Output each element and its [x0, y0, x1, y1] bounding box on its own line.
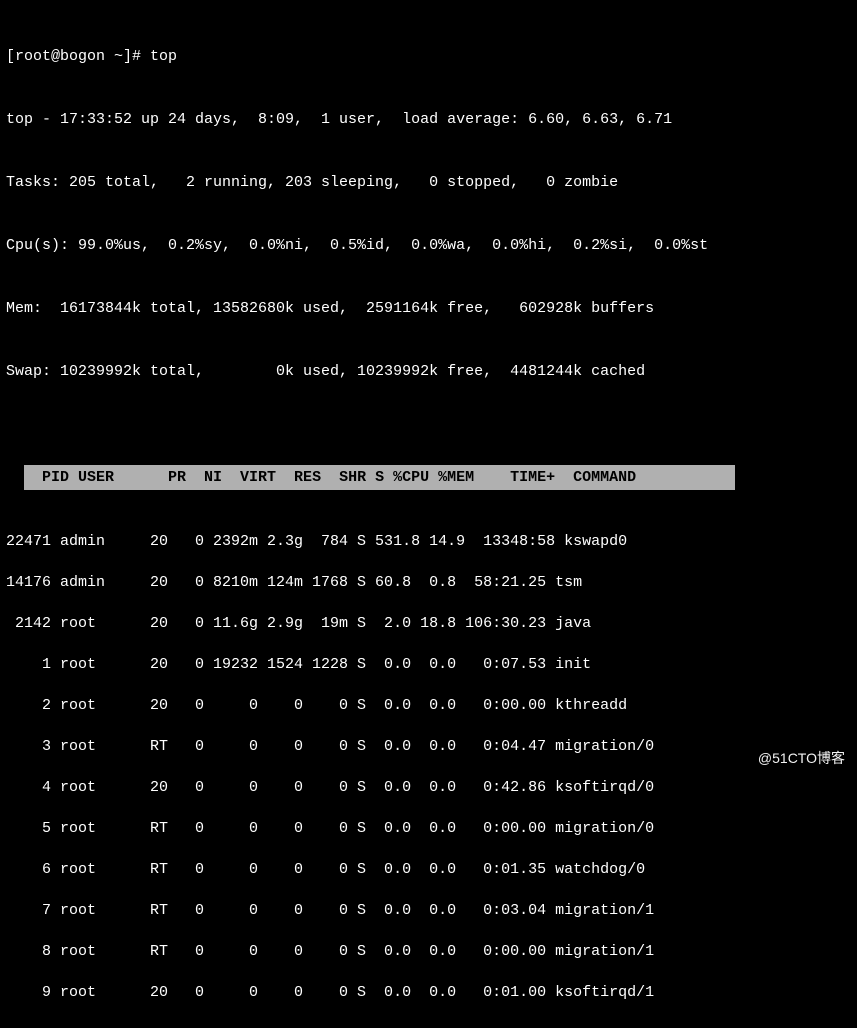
summary-mem: Mem: 16173844k total, 13582680k used, 25… — [6, 298, 851, 319]
process-header: PID USER PR NI VIRT RES SHR S %CPU %MEM … — [24, 465, 735, 490]
process-row: 2142 root 20 0 11.6g 2.9g 19m S 2.0 18.8… — [6, 613, 851, 634]
watermark: @51CTO博客 — [758, 749, 845, 769]
prompt-line: [root@bogon ~]# top — [6, 46, 851, 67]
row-gap — [6, 962, 851, 982]
process-row: 8 root RT 0 0 0 0 S 0.0 0.0 0:00.00 migr… — [6, 941, 851, 962]
process-row: 4 root 20 0 0 0 0 S 0.0 0.0 0:42.86 ksof… — [6, 777, 851, 798]
process-row: 6 root RT 0 0 0 0 S 0.0 0.0 0:01.35 watc… — [6, 859, 851, 880]
process-row: 2 root 20 0 0 0 0 S 0.0 0.0 0:00.00 kthr… — [6, 695, 851, 716]
row-gap — [6, 839, 851, 859]
process-row: 9 root 20 0 0 0 0 S 0.0 0.0 0:01.00 ksof… — [6, 982, 851, 1003]
row-gap — [6, 880, 851, 900]
row-gap — [6, 798, 851, 818]
summary-tasks: Tasks: 205 total, 2 running, 203 sleepin… — [6, 172, 851, 193]
row-gap — [6, 634, 851, 654]
row-gap — [6, 511, 851, 531]
summary-swap: Swap: 10239992k total, 0k used, 10239992… — [6, 361, 851, 382]
row-gap — [6, 675, 851, 695]
row-gap — [6, 552, 851, 572]
blank-line — [6, 424, 851, 444]
process-row: 5 root RT 0 0 0 0 S 0.0 0.0 0:00.00 migr… — [6, 818, 851, 839]
summary-uptime: top - 17:33:52 up 24 days, 8:09, 1 user,… — [6, 109, 851, 130]
row-gap — [6, 593, 851, 613]
process-row: 7 root RT 0 0 0 0 S 0.0 0.0 0:03.04 migr… — [6, 900, 851, 921]
process-row: 14176 admin 20 0 8210m 124m 1768 S 60.8 … — [6, 572, 851, 593]
row-gap — [6, 921, 851, 941]
row-gap — [6, 716, 851, 736]
process-list: 22471 admin 20 0 2392m 2.3g 784 S 531.8 … — [6, 511, 851, 1003]
process-row: 22471 admin 20 0 2392m 2.3g 784 S 531.8 … — [6, 531, 851, 552]
terminal: [root@bogon ~]# top top - 17:33:52 up 24… — [0, 0, 857, 1028]
row-gap — [6, 757, 851, 777]
summary-cpu: Cpu(s): 99.0%us, 0.2%sy, 0.0%ni, 0.5%id,… — [6, 235, 851, 256]
process-row: 3 root RT 0 0 0 0 S 0.0 0.0 0:04.47 migr… — [6, 736, 851, 757]
process-row: 1 root 20 0 19232 1524 1228 S 0.0 0.0 0:… — [6, 654, 851, 675]
